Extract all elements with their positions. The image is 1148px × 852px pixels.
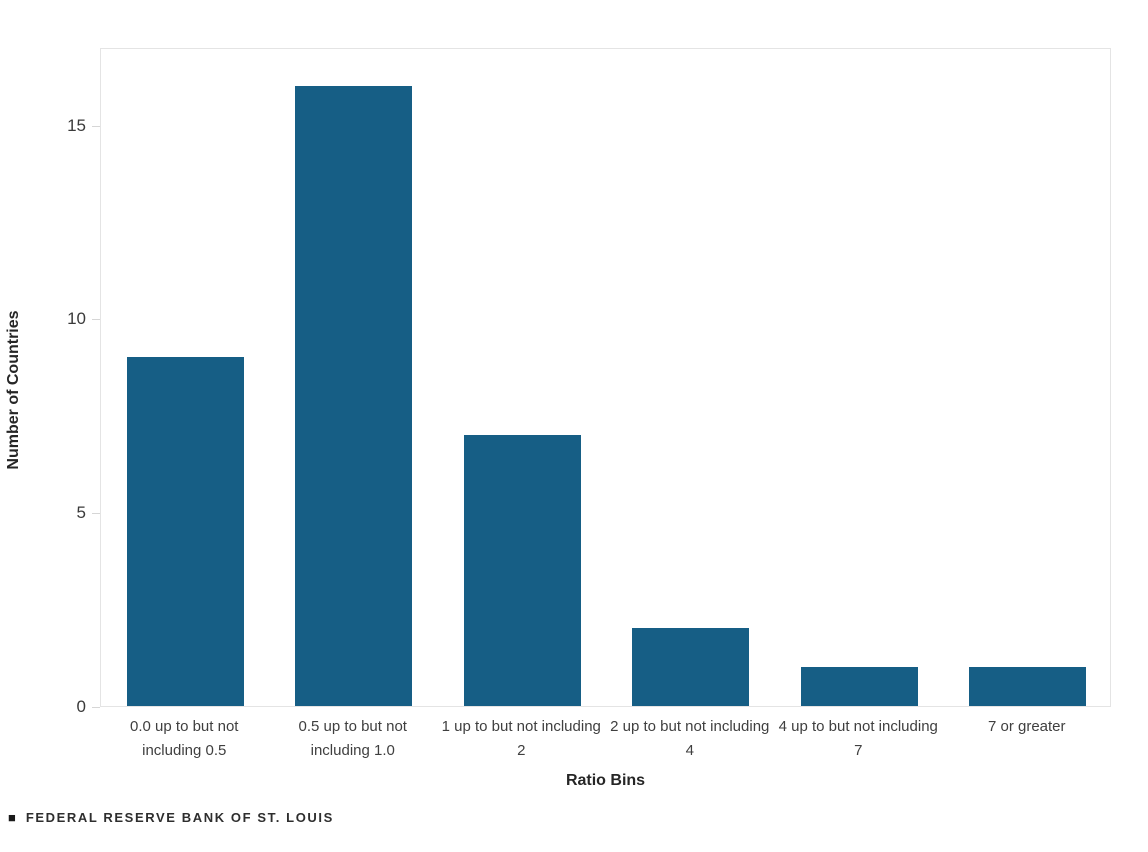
bar-1	[295, 86, 413, 706]
plot-area	[100, 48, 1111, 707]
brand-square-icon: ■	[8, 810, 16, 825]
bar-2	[463, 435, 581, 706]
footer-brand-text: FEDERAL RESERVE BANK OF ST. LOUIS	[25, 810, 334, 825]
y-axis-title: Number of Countries	[5, 310, 22, 470]
x-tick-label-2: 1 up to but not including 2	[441, 718, 601, 759]
x-tick-label-0: 0.0 up to but not including 0.5	[130, 718, 239, 759]
y-tick-label-5: 5	[76, 503, 86, 522]
bar-4	[800, 667, 918, 706]
x-tick-label-1: 0.5 up to but not including 1.0	[298, 718, 407, 759]
y-tick-label-0: 0	[76, 697, 86, 716]
x-axis-title: Ratio Bins	[565, 772, 646, 789]
footer-brand: ■ FEDERAL RESERVE BANK OF ST. LOUIS	[8, 810, 334, 825]
x-tick-label-4: 4 up to but not including 7	[778, 718, 938, 759]
y-tick-mark-0	[92, 707, 100, 708]
x-tick-label-3: 2 up to but not including 4	[610, 718, 770, 759]
bar-0	[126, 357, 244, 706]
bar-5	[969, 667, 1087, 706]
y-tick-mark-15	[92, 126, 100, 127]
x-tick-label-5: 7 or greater	[987, 718, 1066, 735]
bar-3	[632, 628, 750, 706]
bars-layer	[101, 49, 1110, 706]
y-tick-mark-5	[92, 513, 100, 514]
y-tick-label-10: 10	[67, 309, 86, 328]
y-tick-label-15: 15	[67, 116, 86, 135]
x-axis-tick-labels: 0.0 up to but not including 0.5 0.5 up to…	[100, 715, 1111, 775]
y-tick-mark-10	[92, 319, 100, 320]
